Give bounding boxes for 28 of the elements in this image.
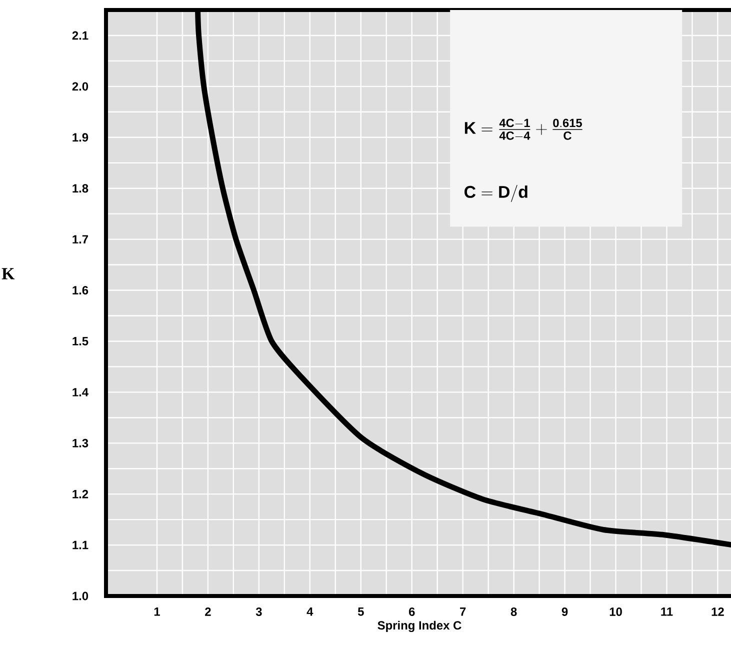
y-tick-label: 1.4: [72, 388, 88, 396]
x-tick-label: 2: [205, 607, 211, 616]
y-tick-label: 1.5: [72, 337, 88, 346]
x-tick-label: 9: [562, 607, 568, 616]
annotation: $\mathbf{K} = \frac{\mathbf{4C - 1}}{\mathbf{4C - 4}} + \frac{\mathbf{0.615}}{\mathbf{C}}$: [464, 118, 582, 140]
x-tick-label: 10: [610, 607, 622, 616]
y-tick-label: 1.7: [72, 235, 88, 244]
x-tick-label: 8: [510, 607, 517, 616]
x-tick-label: 3: [256, 607, 262, 616]
x-tick-label: 7: [460, 607, 466, 616]
y-tick-label: 1.6: [72, 286, 88, 294]
x-tick-label: 11: [661, 607, 673, 616]
x-tick-label: 6: [408, 607, 415, 616]
x-tick-label: 5: [358, 607, 364, 616]
x-axis-title: Spring Index C: [378, 620, 462, 632]
y-tick-label: 1.3: [72, 438, 88, 448]
y-tick-label: 1.0: [72, 592, 88, 600]
y-axis-title: K: [2, 268, 15, 280]
y-tick-label: 2.1: [72, 31, 88, 40]
y-tick-label: 1.9: [72, 133, 88, 142]
y-tick-label: 1.8: [72, 184, 88, 193]
annotation: $\mathbf{C = D/d}$: [464, 184, 528, 202]
x-tick-label: 12: [712, 607, 724, 616]
y-tick-label: 2.0: [72, 82, 88, 91]
x-tick-label: 1: [154, 607, 160, 616]
y-tick-label: 1.1: [72, 540, 88, 550]
y-tick-label: 1.2: [72, 490, 88, 498]
x-tick-label: 4: [306, 607, 314, 616]
